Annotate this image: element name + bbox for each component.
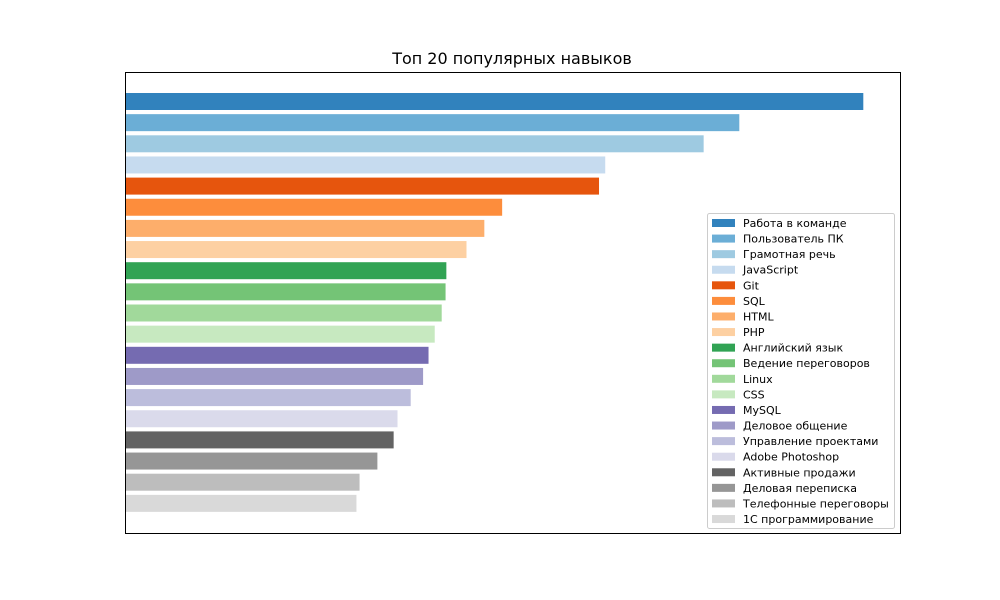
bar — [125, 177, 600, 195]
legend-swatch — [712, 281, 735, 290]
legend-swatch — [712, 343, 735, 352]
legend-label: Телефонные переговоры — [742, 497, 889, 510]
plot-frame — [125, 72, 901, 534]
bar — [125, 114, 740, 132]
legend-label: SQL — [743, 295, 766, 308]
legend-label: Деловое общение — [743, 420, 848, 433]
legend-label: Работа в команде — [743, 217, 847, 230]
legend-swatch — [712, 234, 735, 243]
bar — [125, 135, 704, 153]
legend-label: HTML — [743, 310, 774, 323]
legend-label: Пользователь ПК — [743, 233, 844, 246]
legend-swatch — [712, 483, 735, 492]
legend-swatch — [712, 468, 735, 477]
bar — [125, 283, 446, 301]
legend-label: Git — [743, 279, 760, 292]
legend-box — [707, 213, 895, 529]
bar — [125, 389, 411, 407]
legend-label: Активные продажи — [743, 466, 856, 479]
legend-swatch — [712, 390, 735, 399]
legend-label: Ведение переговоров — [743, 357, 870, 370]
legend-label: Английский язык — [743, 342, 843, 355]
bar — [125, 325, 435, 343]
bar — [125, 198, 503, 216]
bar — [125, 452, 378, 470]
legend-swatch — [712, 312, 735, 321]
legend-swatch — [712, 250, 735, 259]
bar — [125, 241, 467, 259]
bar — [125, 262, 447, 280]
legend-swatch — [712, 499, 735, 508]
legend-swatch — [712, 219, 735, 227]
legend-label: Деловая переписка — [743, 482, 857, 495]
legend-label: PHP — [743, 326, 765, 339]
chart-title: Топ 20 популярных навыков — [391, 49, 632, 68]
legend-swatch — [712, 421, 735, 430]
legend-label: Управление проектами — [743, 435, 878, 448]
legend-swatch — [712, 374, 735, 383]
legend-swatch — [712, 437, 735, 446]
legend-swatch — [712, 359, 735, 368]
legend-swatch — [712, 452, 735, 461]
legend-swatch — [712, 405, 735, 414]
legend-label: CSS — [743, 388, 765, 401]
legend-swatch — [712, 515, 735, 524]
legend-label: Adobe Photoshop — [743, 451, 839, 464]
legend-label: MySQL — [743, 404, 782, 417]
legend: Работа в команде Пользователь ПК Грамотная… — [707, 213, 895, 529]
bar — [125, 219, 485, 237]
bar — [125, 494, 357, 512]
legend-label: 1С программирование — [743, 513, 874, 526]
legend-label: JavaScript — [742, 264, 799, 277]
legend-label: Грамотная речь — [743, 248, 836, 261]
bars-group — [125, 93, 864, 512]
bar — [125, 431, 394, 449]
bar — [125, 304, 442, 322]
legend-swatch — [712, 296, 735, 305]
legend-swatch — [712, 265, 735, 274]
legend-label: Linux — [743, 373, 773, 386]
bar — [125, 346, 429, 364]
bar — [125, 473, 360, 491]
bar — [125, 410, 398, 428]
legend-swatch — [712, 328, 735, 337]
bar — [125, 93, 864, 110]
bar — [125, 156, 606, 174]
bar — [125, 367, 424, 385]
